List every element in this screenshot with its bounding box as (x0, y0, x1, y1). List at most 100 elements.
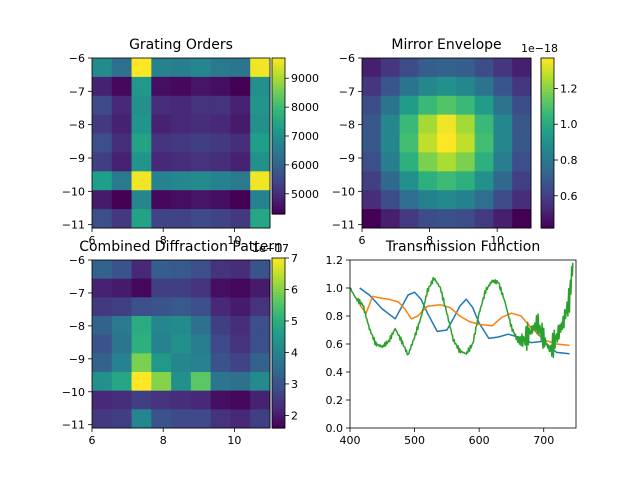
colorbar-segment (272, 292, 285, 296)
colorbar-segment (272, 117, 285, 121)
heatmap-cell (131, 133, 152, 153)
heatmap-cell (493, 114, 513, 135)
heatmap-cell (151, 409, 172, 429)
heatmap-cell (437, 133, 457, 153)
heatmap-cell (399, 76, 419, 97)
heatmap-cell (418, 209, 438, 229)
x-tick-label: 8 (426, 234, 433, 247)
colorbar-segment (272, 112, 285, 116)
y-tick-label: −9 (339, 152, 355, 165)
colorbar-segment (272, 269, 285, 273)
colorbar-frame (540, 57, 555, 229)
heatmap-cell (171, 372, 192, 392)
y-tick-label: −8 (339, 119, 355, 132)
heatmap-cell (418, 190, 438, 210)
colorbar-segment (272, 314, 285, 319)
y-tick-label: 0.4 (326, 366, 344, 379)
heatmap-cell (418, 76, 438, 97)
heatmap-cell (493, 152, 513, 172)
colorbar-segment (272, 193, 285, 197)
colorbar-segment (541, 148, 554, 153)
colorbar-segment (541, 75, 554, 79)
heatmap-cell (92, 334, 113, 354)
x-tick-label: 6 (359, 234, 366, 247)
colorbar-segment (272, 73, 285, 77)
colorbar-segment (272, 300, 285, 304)
colorbar-segment (272, 195, 285, 199)
heatmap-cell (111, 390, 133, 410)
heatmap-cell (131, 353, 152, 373)
heatmap-cell (455, 209, 476, 229)
heatmap-cell (92, 76, 113, 97)
colorbar-segment (541, 199, 554, 204)
colorbar-segment (272, 334, 285, 338)
heatmap-cell (151, 260, 172, 280)
heatmap-cell (92, 152, 113, 172)
heatmap-cell (250, 76, 271, 97)
heatmap-cell (171, 95, 192, 116)
colorbar-segment (541, 145, 554, 150)
heatmap-cell (151, 95, 172, 116)
colorbar-segment (272, 133, 285, 137)
heatmap-cell (399, 152, 419, 172)
heatmap-cell (92, 409, 113, 429)
heatmap-cell (418, 95, 438, 116)
heatmap-cell (474, 133, 494, 153)
heatmap-cell (171, 278, 192, 298)
colorbar-segment (541, 225, 554, 229)
heatmap-cell (190, 334, 212, 354)
colorbar-segment (541, 111, 554, 116)
y-tick-label: −7 (339, 85, 355, 98)
colorbar-segment (272, 263, 285, 268)
heatmap-cell (131, 171, 152, 191)
heatmap-cell (190, 114, 212, 135)
colorbar-segment (272, 422, 285, 426)
x-tick-label: 600 (469, 434, 490, 447)
colorbar-segment (541, 219, 554, 223)
heatmap-cell (455, 58, 476, 78)
colorbar-segment (541, 205, 554, 209)
heatmap-cell (230, 334, 251, 354)
colorbar-segment (272, 408, 285, 412)
colorbar-segment (272, 360, 285, 364)
colorbar-offset-text: 1e−17 (252, 242, 289, 255)
colorbar-tick-label: 6 (291, 283, 298, 296)
heatmap-cell (474, 209, 494, 229)
colorbar-tick-label: 1.0 (560, 118, 578, 131)
heatmap-cell (92, 95, 113, 116)
colorbar-segment (272, 326, 285, 330)
heatmap-cell (512, 209, 532, 229)
colorbar-segment (272, 110, 285, 114)
heatmap-cell (230, 297, 251, 317)
heatmap-cell (250, 297, 271, 317)
x-tick-label: 700 (533, 434, 554, 447)
heatmap-cell (210, 58, 231, 78)
heatmap-cell (210, 390, 231, 410)
heatmap-cell (399, 114, 419, 135)
colorbar-segment (272, 306, 285, 310)
heatmap-cell (92, 58, 113, 78)
heatmap-cell (474, 76, 494, 97)
heatmap-cell (399, 133, 419, 153)
heatmap-cell (190, 209, 212, 229)
heatmap-cell (437, 58, 457, 78)
colorbar-offset-text: 1e−18 (521, 42, 558, 55)
heatmap-cell (111, 316, 133, 336)
colorbar-segment (272, 159, 285, 163)
heatmap-cell (512, 190, 532, 210)
colorbar-segment (272, 379, 285, 384)
colorbar-segment (272, 374, 285, 378)
heatmap-cell (210, 209, 231, 229)
colorbar-segment (272, 382, 285, 387)
heatmap-cell (362, 152, 382, 172)
heatmap-cell (171, 209, 192, 229)
colorbar-segment (272, 172, 285, 176)
y-tick-label: 1.0 (326, 282, 344, 295)
heatmap-cell (418, 152, 438, 172)
colorbar-segment (272, 394, 285, 398)
colorbar-segment (272, 188, 285, 192)
heatmap-cell (362, 171, 382, 191)
colorbar-segment (272, 97, 285, 101)
colorbar-segment (272, 107, 285, 111)
heatmap-cell (455, 152, 476, 172)
